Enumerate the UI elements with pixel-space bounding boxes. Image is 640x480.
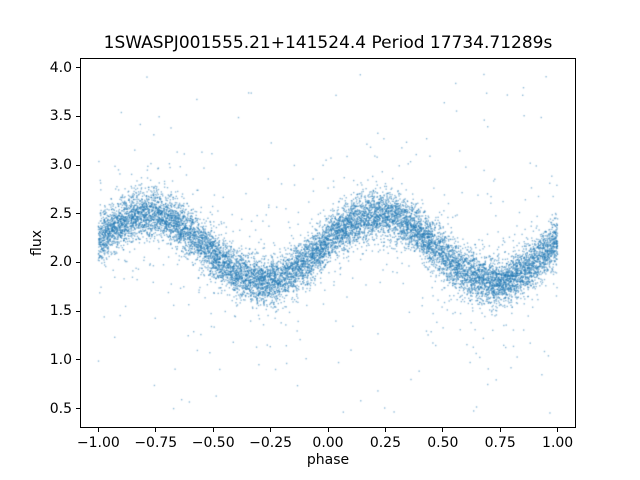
x-tick-label: −0.75 xyxy=(134,435,178,451)
x-tick-mark xyxy=(212,428,214,432)
x-tick-label: −0.25 xyxy=(249,435,293,451)
x-tick-label: 0.50 xyxy=(427,435,459,451)
x-tick-mark xyxy=(442,428,444,432)
y-tick-mark xyxy=(76,67,80,69)
y-axis-label-text: flux xyxy=(29,230,45,256)
x-tick-label: −0.50 xyxy=(191,435,235,451)
x-axis-label: phase xyxy=(306,452,350,468)
y-tick-mark xyxy=(76,164,80,166)
x-tick-mark xyxy=(384,428,386,432)
x-tick-mark xyxy=(270,428,272,432)
y-tick-mark xyxy=(76,359,80,361)
x-tick-label: 0.25 xyxy=(369,435,401,451)
y-tick-mark xyxy=(76,310,80,312)
x-tick-label: 0.00 xyxy=(312,435,344,451)
x-tick-label: 1.00 xyxy=(542,435,574,451)
y-tick-label: 0.5 xyxy=(49,400,72,417)
x-tick-mark xyxy=(155,428,157,432)
y-tick-label: 3.5 xyxy=(49,108,72,125)
x-tick-label: −1.00 xyxy=(76,435,120,451)
chart-title: 1SWASPJ001555.21+141524.4 Period 17734.7… xyxy=(103,33,553,53)
y-tick-label: 1.0 xyxy=(49,351,72,368)
y-tick-mark xyxy=(76,261,80,263)
x-tick-mark xyxy=(499,428,501,432)
x-tick-mark xyxy=(557,428,559,432)
y-tick-label: 3.0 xyxy=(49,157,72,174)
y-tick-label: 4.0 xyxy=(49,59,72,76)
scatter-points-canvas xyxy=(80,58,576,428)
y-tick-mark xyxy=(76,115,80,117)
x-tick-mark xyxy=(97,428,99,432)
y-tick-label: 2.5 xyxy=(49,205,72,222)
y-tick-mark xyxy=(76,213,80,215)
y-tick-mark xyxy=(76,408,80,410)
y-tick-label: 1.5 xyxy=(49,303,72,320)
x-tick-mark xyxy=(327,428,329,432)
x-tick-label: 0.75 xyxy=(484,435,516,451)
y-tick-label: 2.0 xyxy=(49,254,72,271)
